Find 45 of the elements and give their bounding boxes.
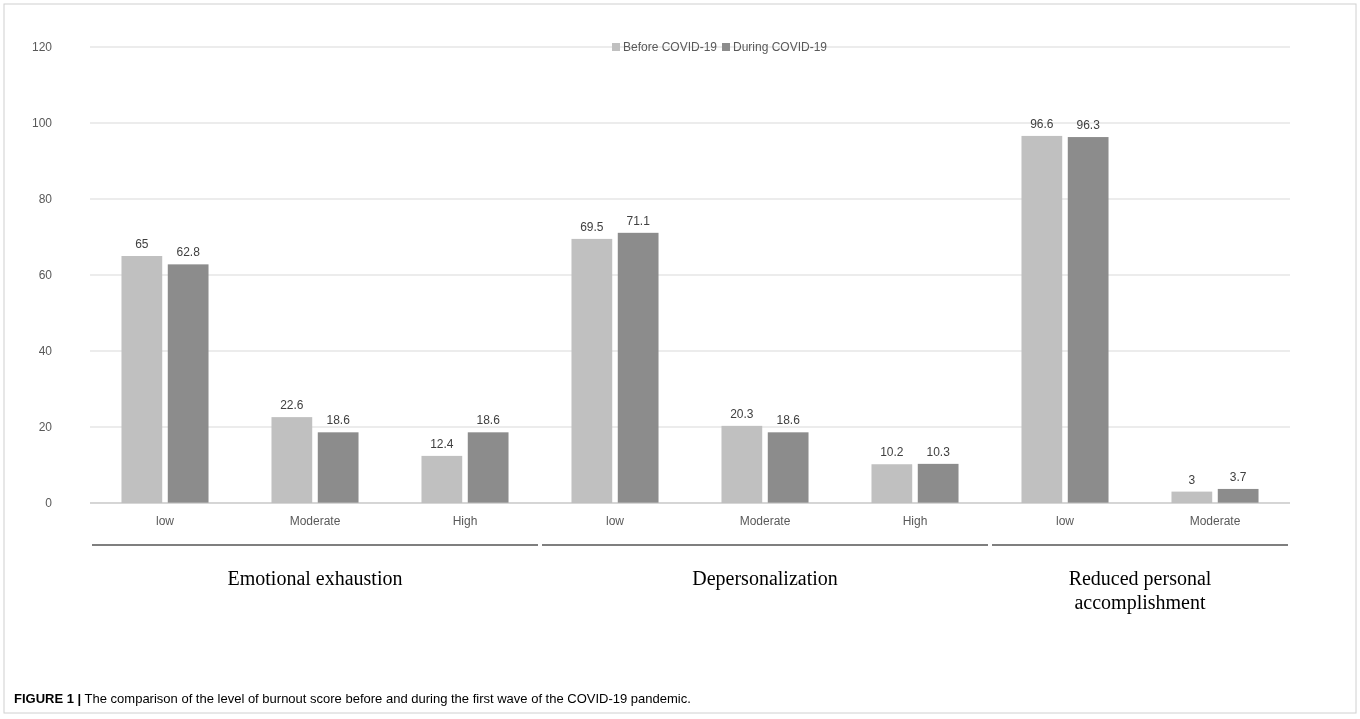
y-tick-label: 20: [38, 420, 53, 435]
data-label: 18.6: [776, 413, 801, 428]
data-label: 20.3: [730, 406, 754, 421]
data-label: 12.4: [430, 436, 454, 451]
data-label: 3: [1188, 472, 1196, 487]
caption: FIGURE 1 | The comparison of the level of burnout score before and during the first wave of the COVID-19 pandemic.: [14, 691, 691, 706]
data-label: 69.5: [580, 219, 604, 234]
y-tick-label: 120: [31, 40, 53, 55]
data-label: 96.3: [1076, 118, 1101, 133]
data-label: 10.2: [880, 445, 904, 460]
x-tick-label: Moderate: [739, 514, 791, 528]
data-label: 3.7: [1229, 469, 1247, 484]
data-label: 71.1: [626, 213, 651, 228]
x-tick-label: low: [605, 514, 625, 528]
y-tick-label: 80: [38, 192, 53, 207]
y-tick-label: 40: [38, 344, 53, 359]
y-tick-label: 100: [31, 116, 53, 131]
data-label: 10.3: [926, 444, 951, 459]
data-label: 18.6: [326, 413, 351, 428]
data-label: 62.8: [176, 245, 201, 260]
bar: [317, 432, 359, 503]
x-tick-label: low: [155, 514, 175, 528]
bar: [917, 463, 959, 503]
bar: [167, 264, 209, 503]
data-label: 22.6: [280, 398, 304, 413]
y-tick-label: 60: [38, 268, 53, 283]
data-label: 65: [135, 237, 149, 251]
data-label: 18.6: [476, 413, 501, 428]
x-tick-label: High: [452, 514, 478, 528]
legend-label: Before COVID-19: [623, 40, 718, 55]
x-tick-label: Moderate: [1189, 514, 1241, 528]
x-tick-label: High: [902, 514, 928, 528]
bar: [1217, 488, 1259, 503]
x-tick-label: Moderate: [289, 514, 341, 528]
bar: [617, 232, 659, 503]
bar: [1067, 137, 1109, 503]
bar: [767, 432, 809, 503]
text: Emotional exhaustion: [227, 567, 403, 589]
x-tick-label: low: [1055, 514, 1075, 528]
text: Reduced personal accomplishment: [1068, 567, 1212, 614]
bar: [467, 432, 509, 503]
data-label: 96.6: [1030, 116, 1054, 131]
y-tick-label: 0: [45, 496, 53, 511]
text: Depersonalization: [692, 567, 838, 590]
legend-label: During COVID-19: [733, 40, 828, 55]
